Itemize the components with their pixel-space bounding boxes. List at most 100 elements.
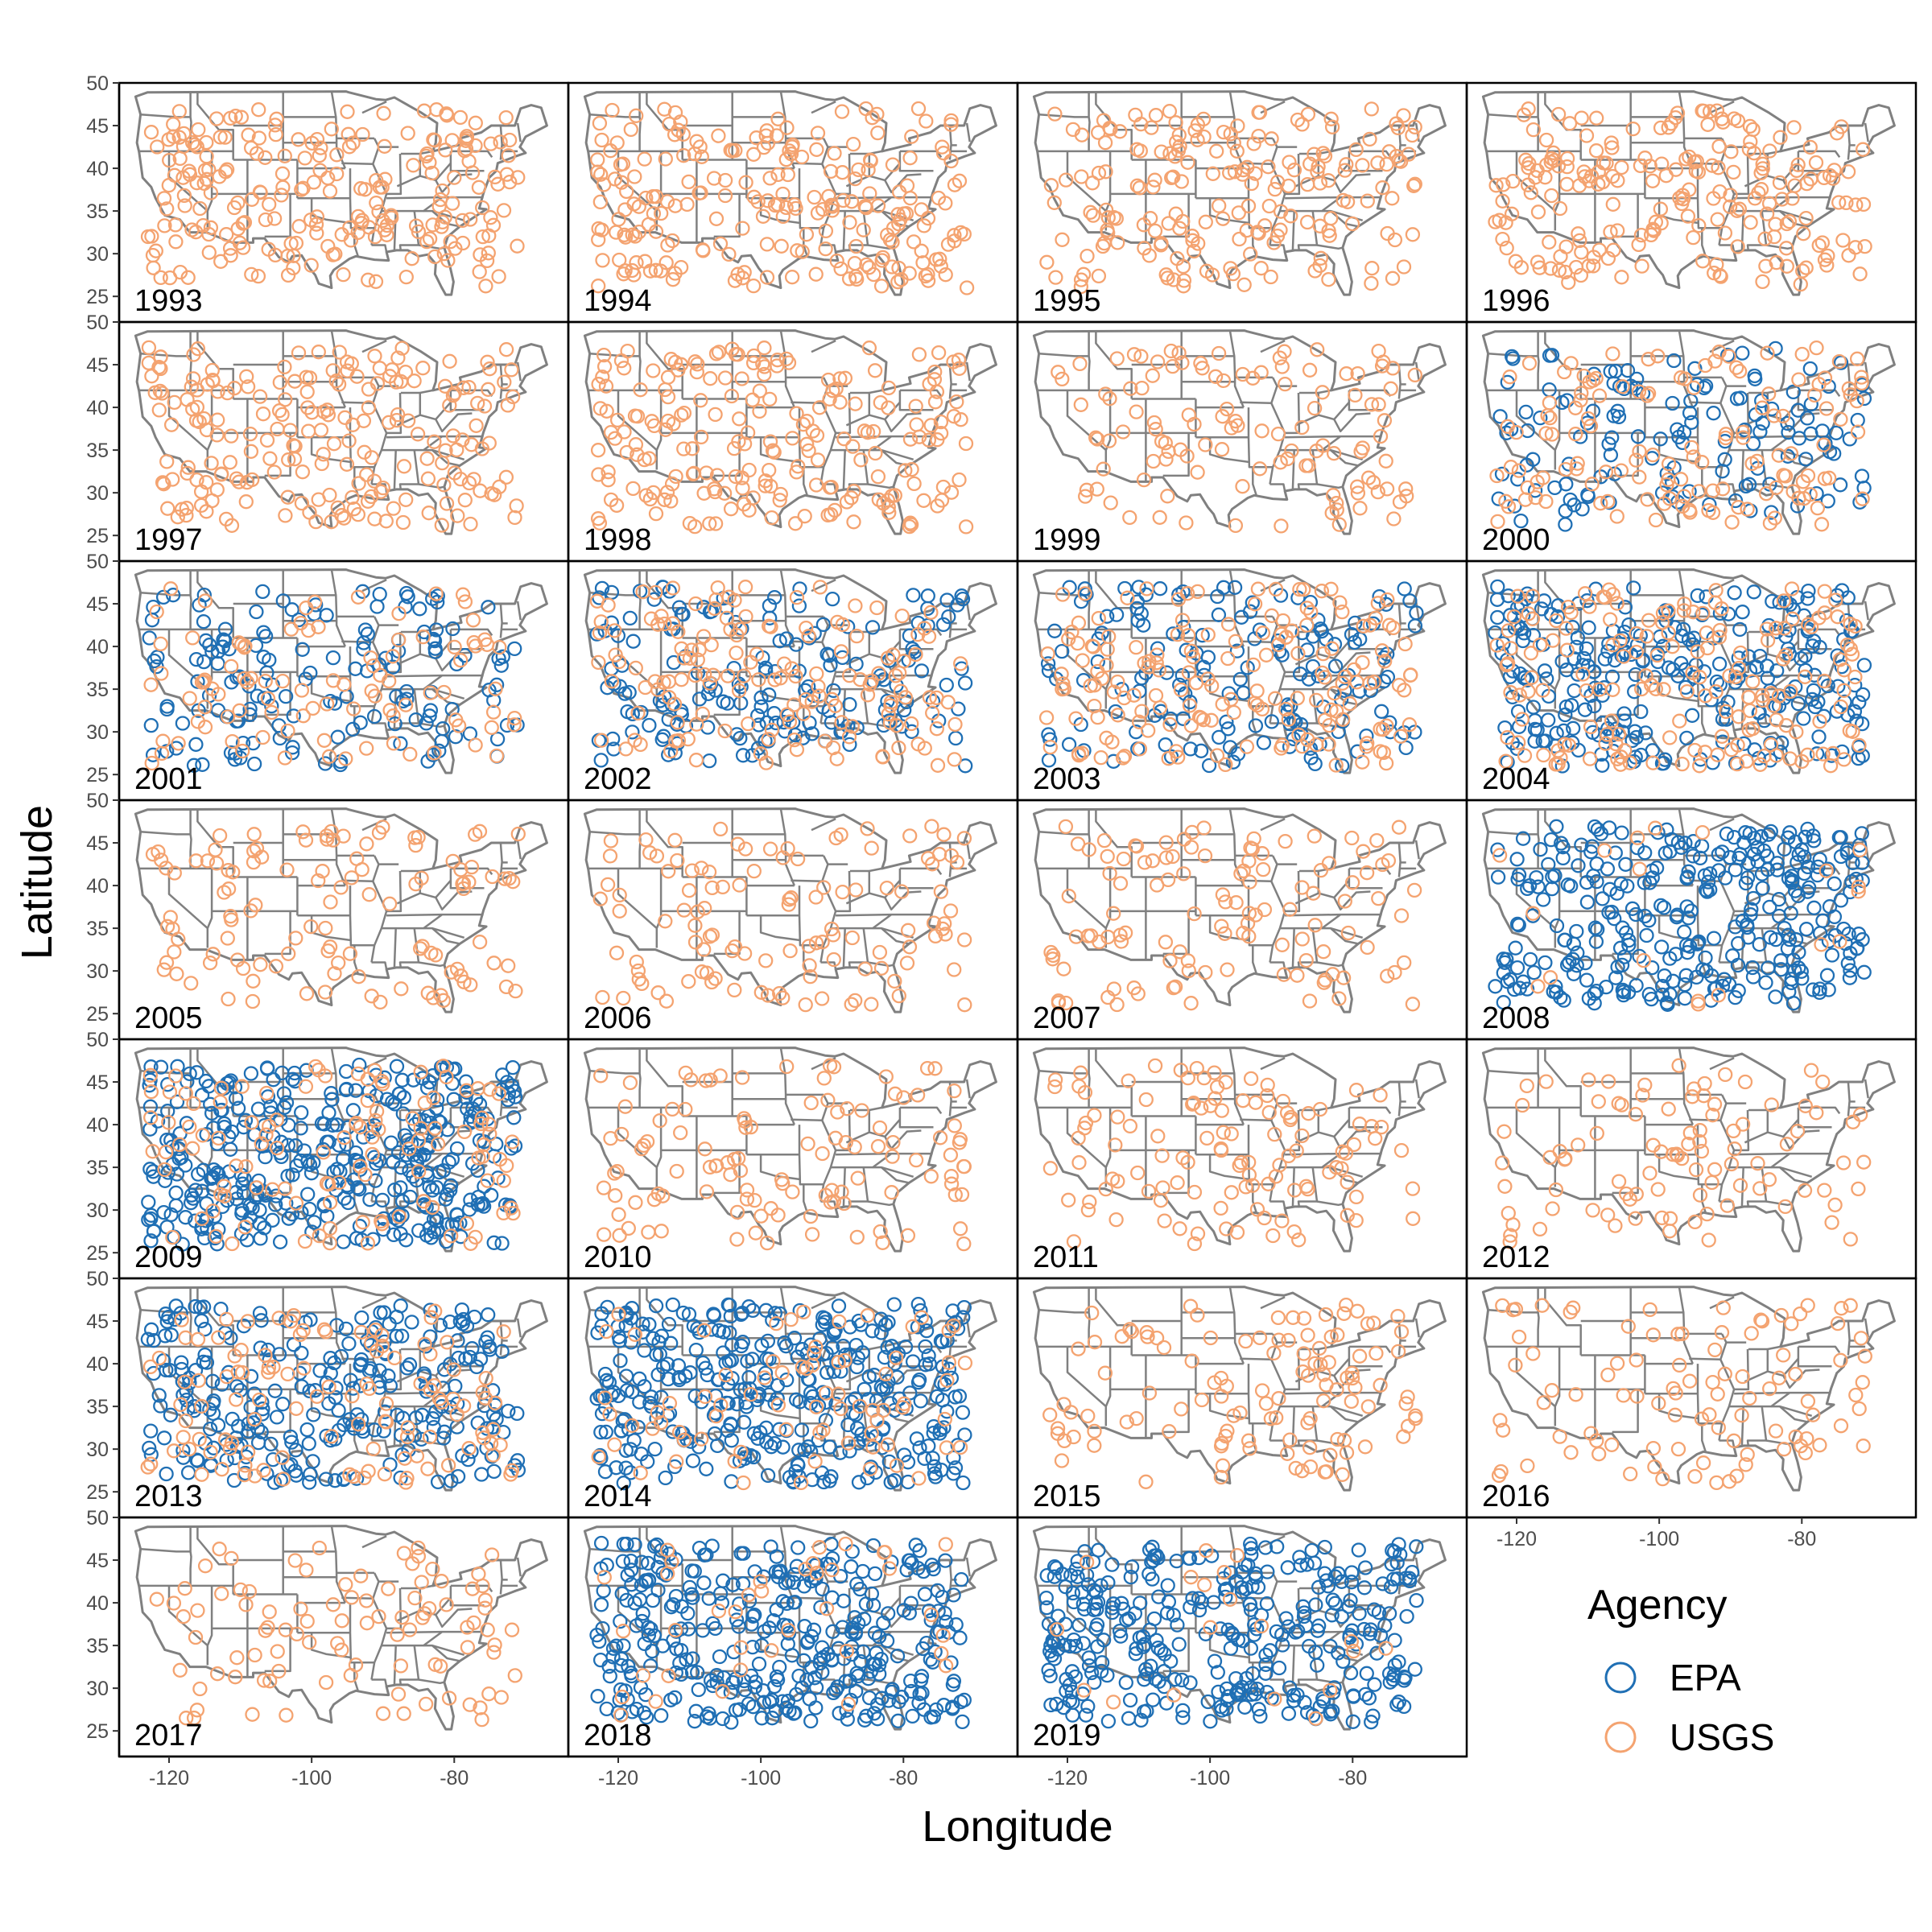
data-point [758, 953, 774, 968]
data-point [1599, 979, 1614, 995]
data-point [1546, 984, 1561, 999]
points-usgs [1038, 581, 1418, 773]
data-point [1355, 158, 1370, 173]
data-point [159, 201, 175, 217]
data-point [1220, 962, 1235, 977]
data-point [824, 921, 840, 937]
data-point [1728, 989, 1743, 1005]
data-point [1794, 964, 1809, 979]
data-point [357, 182, 373, 197]
data-point [591, 221, 606, 237]
data-point [1650, 654, 1666, 670]
data-point [665, 272, 681, 287]
data-point [246, 756, 262, 772]
data-point [239, 369, 254, 384]
data-point [1674, 756, 1690, 772]
data-point [162, 270, 178, 286]
data-point [1766, 229, 1782, 245]
data-point [921, 432, 937, 448]
data-point [1074, 169, 1089, 184]
data-point [1373, 744, 1388, 759]
data-point [1803, 397, 1818, 412]
points-epa [1491, 341, 1872, 532]
data-point [475, 229, 490, 245]
data-point [1618, 857, 1633, 872]
data-point [1817, 584, 1832, 599]
data-point [746, 348, 762, 364]
state-boundary [1279, 436, 1341, 452]
data-point [1661, 456, 1677, 472]
data-point [1625, 121, 1641, 137]
data-point [1785, 384, 1801, 400]
data-point [908, 646, 923, 663]
data-point [1294, 419, 1310, 436]
data-point [1779, 258, 1794, 274]
data-point [1096, 461, 1111, 477]
data-point [350, 208, 366, 225]
state-boundary [400, 152, 422, 176]
data-point [686, 465, 702, 481]
data-point [1337, 894, 1352, 909]
data-point [687, 518, 703, 535]
data-point [1132, 741, 1148, 757]
data-point [1670, 422, 1685, 437]
data-point [1698, 882, 1714, 898]
data-point [1695, 605, 1711, 621]
data-point [1533, 842, 1548, 857]
data-point [436, 477, 452, 493]
state-boundary [646, 91, 683, 160]
data-point [319, 608, 334, 623]
state-boundary [1269, 244, 1286, 253]
data-point [1073, 397, 1088, 412]
data-point [336, 510, 352, 526]
data-point [180, 465, 195, 481]
data-point [802, 958, 817, 973]
data-point [730, 347, 745, 362]
data-point [592, 401, 608, 416]
data-point [815, 617, 832, 633]
data-point [1785, 611, 1800, 626]
data-point [775, 186, 791, 202]
data-point [160, 501, 175, 516]
state-boundary [1696, 407, 1707, 496]
data-point [1591, 164, 1606, 180]
data-point [860, 687, 876, 703]
state-boundary [196, 808, 234, 877]
data-point [1298, 952, 1314, 968]
data-point [798, 997, 813, 1013]
data-point [1679, 899, 1695, 914]
data-point [1317, 148, 1333, 164]
data-point [225, 733, 240, 749]
data-point [1533, 410, 1548, 426]
data-point [1307, 756, 1323, 772]
data-point [1180, 155, 1195, 170]
data-point [1059, 172, 1074, 188]
data-point [235, 240, 251, 255]
data-point [369, 195, 384, 211]
data-point [1821, 982, 1836, 997]
data-point [1172, 944, 1187, 960]
data-point [849, 628, 865, 644]
data-point [1690, 936, 1705, 952]
data-point [245, 1200, 260, 1216]
data-point [1179, 515, 1194, 530]
data-point [935, 617, 952, 633]
data-point [865, 423, 881, 440]
data-point [352, 1219, 368, 1234]
data-point [1633, 704, 1649, 720]
data-point [591, 654, 606, 671]
state-boundary [1779, 209, 1813, 221]
data-point [935, 146, 952, 161]
data-point [1698, 357, 1713, 374]
data-point [861, 162, 876, 178]
data-point [1707, 353, 1723, 369]
state-boundary [423, 927, 460, 945]
data-point [1518, 152, 1534, 167]
data-point [940, 237, 956, 252]
data-point [1644, 991, 1659, 1007]
data-point [457, 594, 473, 609]
data-point [407, 374, 422, 389]
data-point [898, 463, 913, 478]
data-point [1747, 191, 1763, 206]
state-boundary [646, 808, 683, 877]
